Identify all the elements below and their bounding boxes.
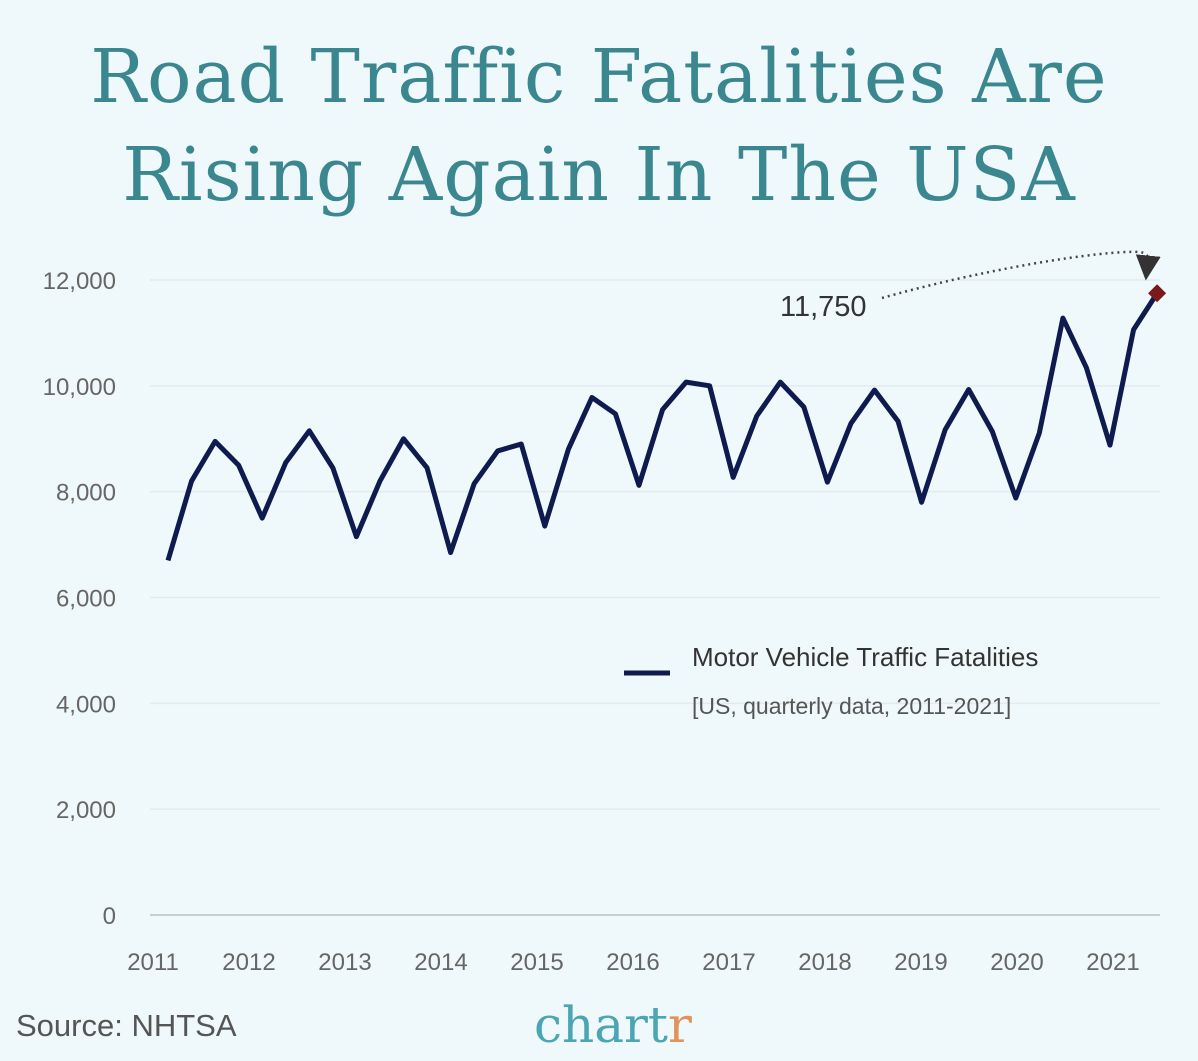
title-line-1: Road Traffic Fatalities Are	[90, 34, 1108, 120]
chartr-logo: chartr	[534, 996, 692, 1054]
x-tick-label: 2017	[702, 949, 755, 976]
x-tick-label: 2019	[894, 949, 947, 976]
x-tick-label: 2012	[222, 949, 275, 976]
legend: Motor Vehicle Traffic Fatalities [US, qu…	[624, 642, 1038, 719]
x-tick-label: 2021	[1086, 949, 1139, 976]
x-tick-label: 2020	[990, 949, 1043, 976]
x-tick-label: 2014	[414, 949, 467, 976]
annotation-arrow	[881, 250, 1161, 300]
annotation-label: 11,750	[780, 291, 867, 323]
logo-text-end: r	[668, 996, 692, 1054]
y-tick-label: 4,000	[56, 691, 116, 718]
source-note: Source: NHTSA	[16, 1008, 237, 1043]
y-tick-label: 0	[103, 903, 116, 930]
x-tick-label: 2015	[510, 949, 563, 976]
series-line	[165, 291, 1160, 562]
y-tick-label: 6,000	[56, 586, 116, 613]
x-tick-label: 2013	[318, 949, 371, 976]
legend-sublabel: [US, quarterly data, 2011-2021]	[692, 693, 1011, 719]
x-tick-label: 2016	[606, 949, 659, 976]
y-tick-label: 12,000	[43, 268, 116, 295]
x-tick-label: 2011	[127, 949, 179, 976]
y-tick-label: 10,000	[43, 374, 116, 401]
highlight-point	[1148, 284, 1167, 303]
y-tick-label: 2,000	[56, 797, 116, 824]
title-line-2: Rising Again In The USA	[122, 132, 1076, 218]
legend-label: Motor Vehicle Traffic Fatalities	[692, 642, 1038, 672]
y-tick-label: 8,000	[56, 480, 116, 507]
x-tick-label: 2018	[798, 949, 851, 976]
logo-text: chart	[534, 996, 669, 1054]
chart-title: Road Traffic Fatalities Are Rising Again…	[0, 28, 1198, 224]
